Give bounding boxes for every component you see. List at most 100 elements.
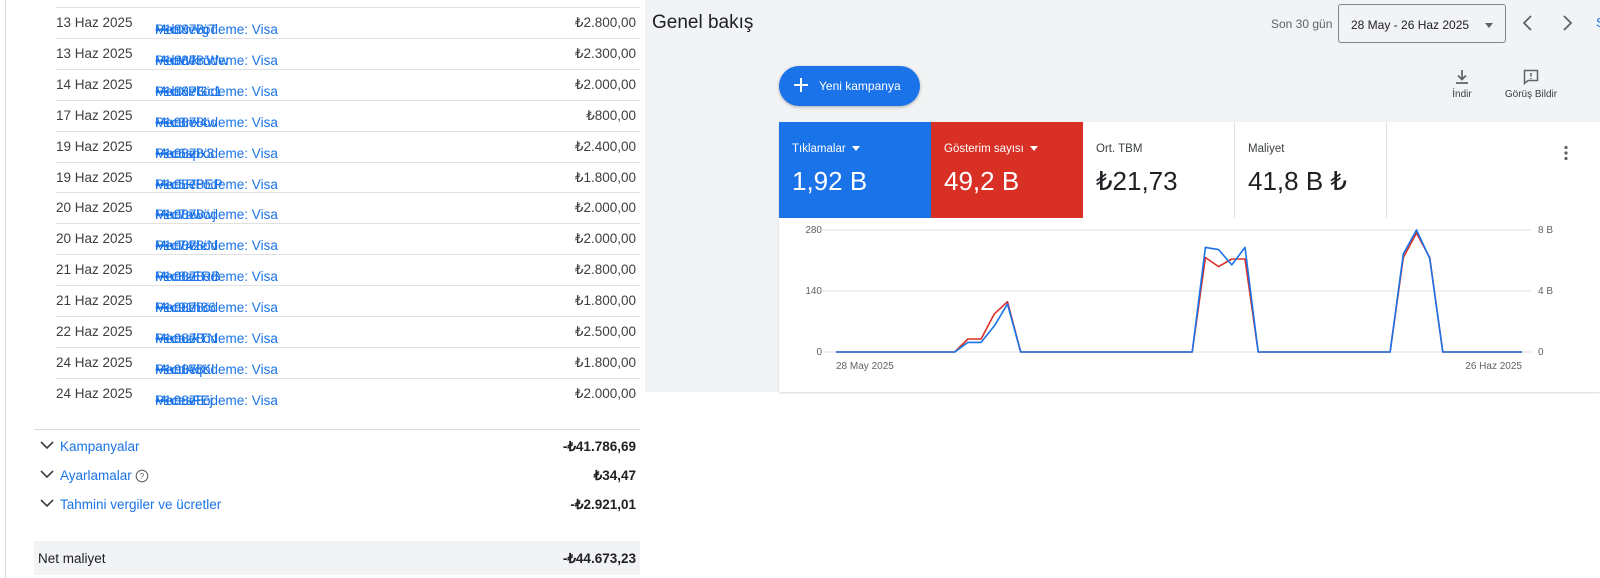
- dropdown-caret-icon[interactable]: [851, 146, 860, 152]
- download-label: İndir: [1452, 89, 1472, 100]
- panel-edge: [5, 0, 6, 578]
- transaction-card: ••••9878.: [155, 238, 208, 254]
- transaction-row: 19 Haz 2025 Manuel ödeme: Visa ••••9878. P…: [56, 130, 640, 162]
- chevron-down-icon[interactable]: [38, 465, 56, 483]
- transaction-date: 14 Haz 2025: [56, 76, 133, 92]
- summary-label-taxes[interactable]: Tahmini vergiler ve ücretler: [60, 497, 222, 512]
- right-axis-tick-label: 0: [1538, 347, 1544, 358]
- transaction-amount: ₺2.800,00: [574, 262, 636, 278]
- metric-impressions[interactable]: Gösterim sayısı 49,2 B: [931, 122, 1083, 218]
- transaction-row: 13 Haz 2025 Manuel ödeme: Visa ••••9878. P…: [56, 37, 640, 69]
- transaction-card: ••••9878.: [155, 145, 208, 161]
- transaction-date: 21 Haz 2025: [56, 293, 133, 309]
- transaction-amount: ₺2.400,00: [574, 138, 636, 154]
- page-title: Genel bakış: [652, 12, 754, 33]
- clicks-series-line: [836, 229, 1522, 353]
- summary-label-adjustments[interactable]: Ayarlamalar: [60, 468, 132, 483]
- transaction-date: 24 Haz 2025: [56, 385, 133, 401]
- transaction-ref: P1c74zeN: [155, 238, 218, 254]
- summary-row-taxes[interactable]: Tahmini vergiler ve ücretler -₺2.921,01: [34, 491, 640, 519]
- left-axis-tick-label: 280: [805, 225, 822, 236]
- transaction-row: 22 Haz 2025 Manuel ödeme: Visa ••••9878. P…: [56, 316, 640, 347]
- new-campaign-button[interactable]: Yeni kampanya: [779, 66, 920, 106]
- metric-clicks[interactable]: Tıklamalar 1,92 B: [779, 122, 931, 218]
- chevron-down-icon[interactable]: [38, 436, 56, 454]
- net-cost-row: Net maliyet -₺44.673,23: [34, 541, 640, 575]
- transaction-amount: ₺2.000,00: [574, 385, 636, 401]
- transaction-row: 13 Haz 2025 Manuel ödeme: Visa ••••9878. P…: [56, 7, 640, 38]
- chevron-down-icon[interactable]: [38, 494, 56, 512]
- metric-avg-cpc[interactable]: Ort. TBM ₺21,73: [1083, 122, 1235, 218]
- summary-value-adjustments: ₺34,47: [593, 468, 636, 483]
- metric-clicks-label-wrap: Tıklamalar: [792, 143, 860, 155]
- summary-row-campaigns[interactable]: Kampanyalar -₺41.786,69: [34, 433, 640, 461]
- transaction-desc: Manuel ödeme: Visa: [155, 52, 278, 68]
- right-axis-tick-label: 4 B: [1538, 286, 1553, 297]
- date-range-value: 28 May - 26 Haz 2025: [1351, 18, 1470, 32]
- left-axis-tick-label: 140: [805, 286, 822, 297]
- summary-row-adjustments[interactable]: Ayarlamalar ? ₺34,47: [34, 462, 640, 490]
- transaction-card: ••••9878.: [155, 392, 208, 408]
- transaction-date: 20 Haz 2025: [56, 231, 133, 247]
- feedback-button[interactable]: Görüş Bildir: [1503, 68, 1559, 100]
- plus-icon: [794, 78, 808, 92]
- transaction-date: 19 Haz 2025: [56, 169, 133, 185]
- transaction-desc: Manuel ödeme: Visa: [155, 114, 278, 130]
- transaction-ref: P1c5RPEP: [155, 176, 223, 192]
- transaction-date: 22 Haz 2025: [56, 324, 133, 339]
- left-axis-tick-label: 0: [816, 347, 822, 358]
- summary-divider: [34, 429, 640, 430]
- transaction-amount: ₺2.300,00: [574, 45, 636, 61]
- transaction-card: ••••9878.: [155, 331, 208, 346]
- transaction-card: ••••9878.: [155, 22, 208, 37]
- feedback-icon: [1523, 69, 1539, 86]
- transaction-date: 17 Haz 2025: [56, 107, 133, 123]
- transaction-card: ••••9878.: [155, 176, 208, 192]
- transaction-row: 24 Haz 2025 Manuel ödeme: Visa ••••9878. P…: [56, 346, 640, 378]
- transaction-card: ••••9878.: [155, 52, 208, 68]
- transaction-ref: P1c3nx4w: [155, 114, 218, 130]
- transaction-desc: Manuel ödeme: Visa: [155, 145, 278, 161]
- transaction-ref: P1c7awwj: [155, 207, 216, 223]
- transaction-ref: P1bXPGc1: [155, 83, 222, 99]
- metric-avg-cpc-label: Ort. TBM: [1096, 143, 1143, 155]
- transaction-ref: P1cdAqKl: [155, 361, 215, 377]
- transaction-desc: Manuel ödeme: Visa: [155, 300, 278, 316]
- transaction-amount: ₺1.800,00: [574, 354, 636, 370]
- metric-cost-value: 41,8 B ₺: [1248, 166, 1347, 196]
- truncated-header-text[interactable]: S: [1596, 15, 1600, 30]
- impressions-series-line: [836, 232, 1522, 353]
- help-icon[interactable]: ?: [135, 469, 149, 483]
- transaction-amount: ₺2.000,00: [574, 200, 636, 216]
- more-vert-icon[interactable]: [1557, 144, 1575, 162]
- metric-impressions-label-wrap: Gösterim sayısı: [944, 143, 1038, 155]
- feedback-label: Görüş Bildir: [1504, 89, 1558, 100]
- transaction-row: 24 Haz 2025 Manuel ödeme: Visa ••••9878. P…: [56, 377, 640, 409]
- chevron-right-icon[interactable]: [1556, 12, 1578, 34]
- transaction-row: 21 Haz 2025 Manuel ödeme: Visa ••••9878. P…: [56, 254, 640, 285]
- transaction-card: ••••9878.: [155, 83, 208, 99]
- dropdown-caret-icon[interactable]: [1029, 146, 1038, 152]
- transaction-date: 19 Haz 2025: [56, 138, 133, 154]
- transaction-row: 21 Haz 2025 Manuel ödeme: Visa ••••9878. P…: [56, 285, 640, 316]
- transaction-desc: Manuel ödeme: Visa: [155, 331, 278, 346]
- transaction-ref: P1bXvvgT: [155, 22, 218, 37]
- download-button[interactable]: İndir: [1442, 68, 1482, 100]
- transaction-desc: Manuel ödeme: Visa: [155, 361, 278, 377]
- transaction-card: ••••9878.: [155, 269, 208, 285]
- transaction-row: 20 Haz 2025 Manuel ödeme: Visa ••••9878. P…: [56, 223, 640, 254]
- metric-cost[interactable]: Maliyet 41,8 B ₺: [1235, 122, 1387, 218]
- chevron-left-icon[interactable]: [1517, 12, 1539, 34]
- transaction-desc: Manuel ödeme: Visa: [155, 392, 278, 408]
- summary-label-campaigns[interactable]: Kampanyalar: [60, 439, 140, 454]
- date-range-picker[interactable]: 28 May - 26 Haz 2025: [1338, 4, 1506, 43]
- right-axis-tick-label: 8 B: [1538, 225, 1553, 236]
- transaction-row: 17 Haz 2025 Manuel ödeme: Visa ••••9878. P…: [56, 99, 640, 131]
- metric-clicks-label: Tıklamalar: [792, 143, 846, 155]
- metric-clicks-value: 1,92 B: [792, 166, 868, 196]
- transaction-card: ••••9878.: [155, 114, 208, 130]
- transaction-ref: P1c8zERB: [155, 269, 221, 285]
- transaction-card: ••••9878.: [155, 361, 208, 377]
- transaction-ref: P1c6spx3: [155, 145, 215, 161]
- performance-chart: 0 0 140 4 B 280 8 B 28 May 2025 26 Haz 2025: [805, 225, 1553, 372]
